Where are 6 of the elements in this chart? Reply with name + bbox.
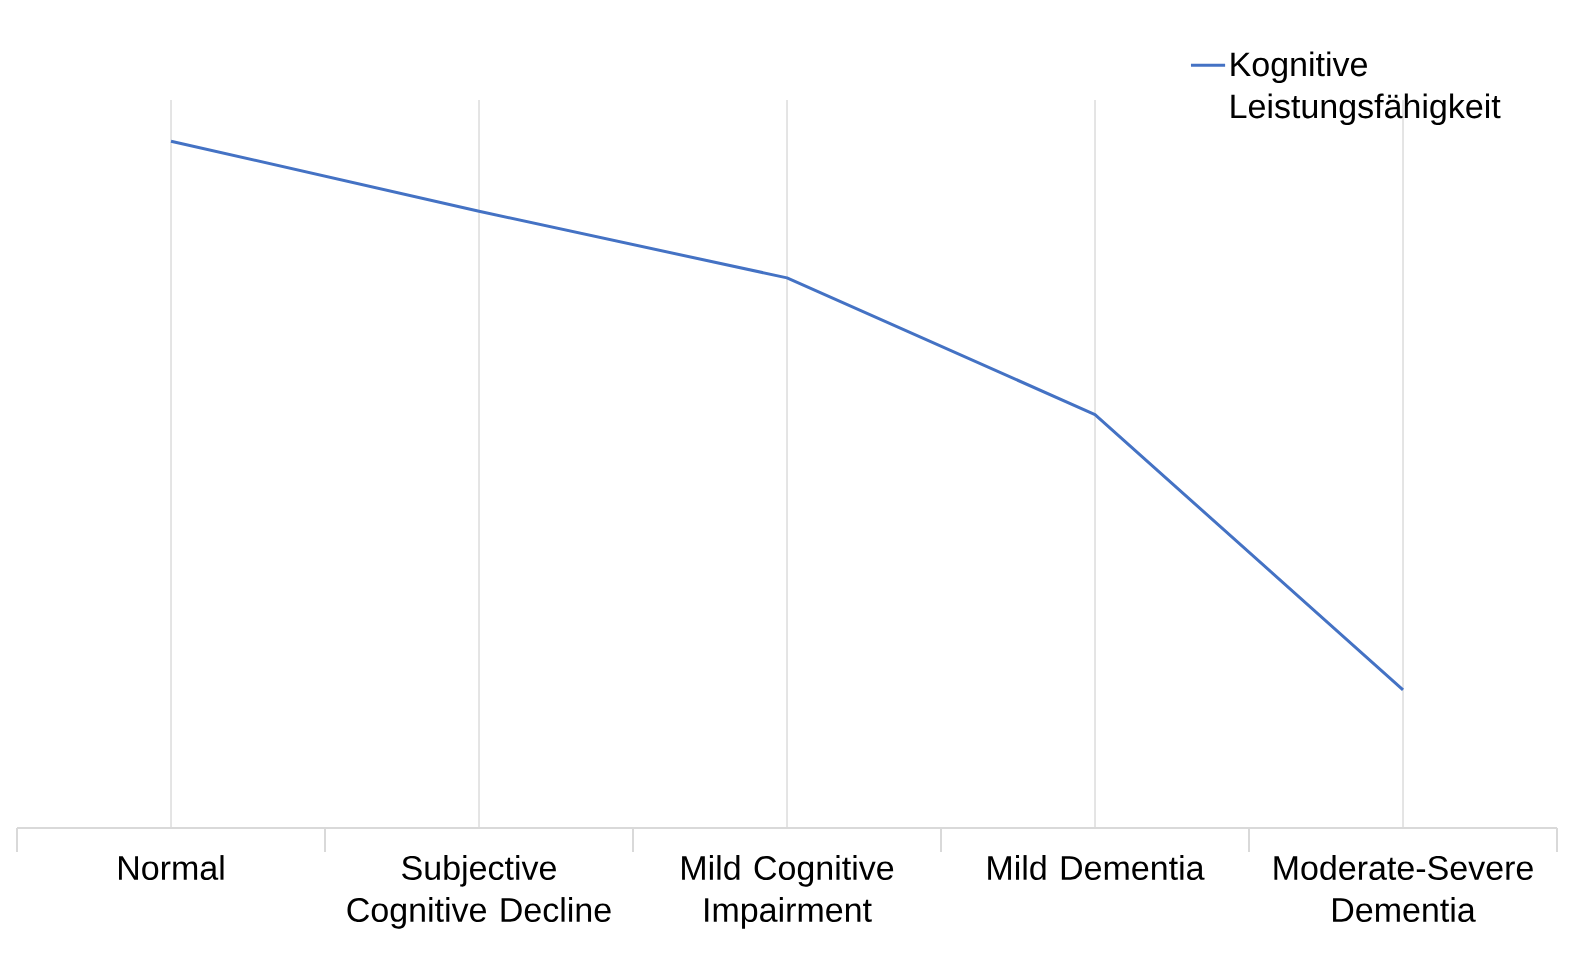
x-tick-label: Subjective Cognitive Decline [347, 855, 611, 929]
legend-label: Kognitive Leistungsfähigkeit [1231, 51, 1501, 126]
x-tick-label: Normal [119, 855, 224, 881]
x-tick-label: Mild Dementia [988, 855, 1205, 881]
x-tick-label: Moderate-Severe Dementia [1274, 855, 1533, 923]
x-tick-label: Mild Cognitive Impairment [682, 855, 894, 929]
